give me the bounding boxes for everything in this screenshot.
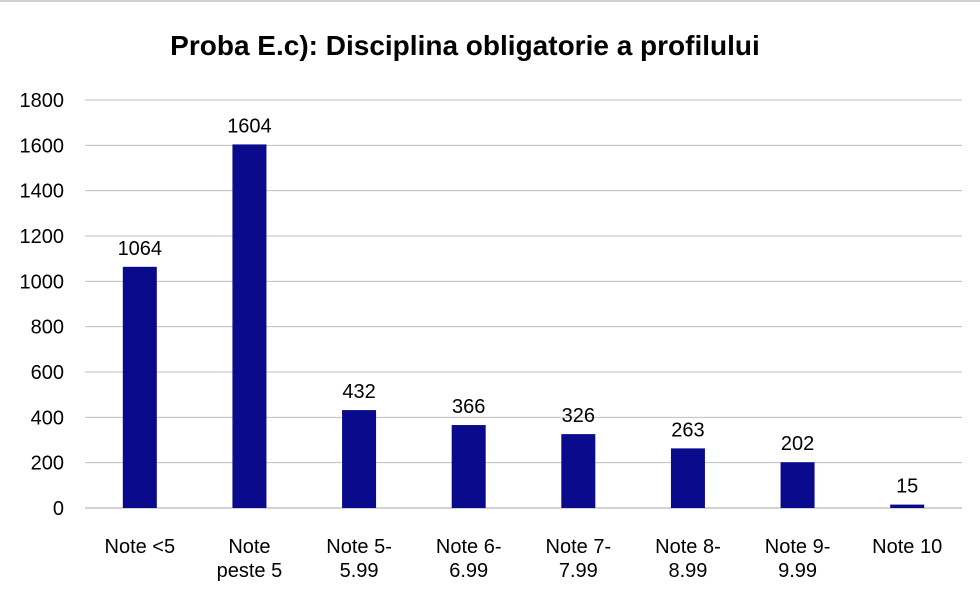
- y-tick-label: 1400: [20, 181, 65, 203]
- data-labels: 1064 1604 432 366 326 263 202 15: [118, 115, 919, 497]
- x-tick-label: Note 7-: [546, 536, 612, 558]
- x-tick-label: 5.99: [340, 560, 379, 582]
- bar: [122, 266, 157, 508]
- x-tick-label: Note 6-: [436, 536, 502, 558]
- bar: [232, 144, 267, 508]
- x-tick-label: Note 9-: [765, 536, 831, 558]
- y-tick-label: 600: [31, 362, 64, 384]
- data-label: 1064: [118, 238, 163, 260]
- data-label: 432: [342, 381, 375, 403]
- data-label: 202: [781, 433, 814, 455]
- bar: [670, 448, 705, 508]
- data-label: 1604: [227, 115, 272, 137]
- chart-title: Proba E.c): Disciplina obligatorie a pro…: [170, 30, 760, 61]
- x-tick-label: 7.99: [559, 560, 598, 582]
- x-tick-label: Note 8-: [655, 536, 721, 558]
- bar: [561, 434, 596, 508]
- x-tick-label: Note 5-: [326, 536, 392, 558]
- y-tick-label: 1000: [20, 271, 65, 293]
- bar: [451, 425, 486, 508]
- y-tick-label: 200: [31, 453, 64, 475]
- bar: [780, 462, 815, 508]
- data-label: 326: [562, 405, 595, 427]
- x-tick-label: Note 10: [872, 536, 942, 558]
- y-tick-label: 0: [53, 498, 64, 520]
- y-tick-label: 400: [31, 407, 64, 429]
- bar: [890, 504, 925, 508]
- y-tick-label: 1600: [20, 135, 65, 157]
- y-tick-label: 800: [31, 317, 64, 339]
- data-label: 366: [452, 396, 485, 418]
- bars: [122, 144, 925, 508]
- x-tick-label: 8.99: [668, 560, 707, 582]
- x-tick-label: Note <5: [105, 536, 176, 558]
- x-tick-label: peste 5: [217, 560, 283, 582]
- data-label: 263: [671, 419, 704, 441]
- y-tick-label: 1200: [20, 226, 65, 248]
- gridlines: [85, 99, 962, 509]
- y-tick-label: 1800: [20, 90, 65, 112]
- bar: [342, 410, 377, 508]
- data-label: 15: [896, 476, 918, 498]
- x-tick-label: 9.99: [778, 560, 817, 582]
- y-axis-ticks: 0 200 400 600 800 1000 1200 1400 1600 1800: [20, 90, 65, 520]
- x-tick-label: Note: [228, 536, 270, 558]
- x-tick-label: 6.99: [449, 560, 488, 582]
